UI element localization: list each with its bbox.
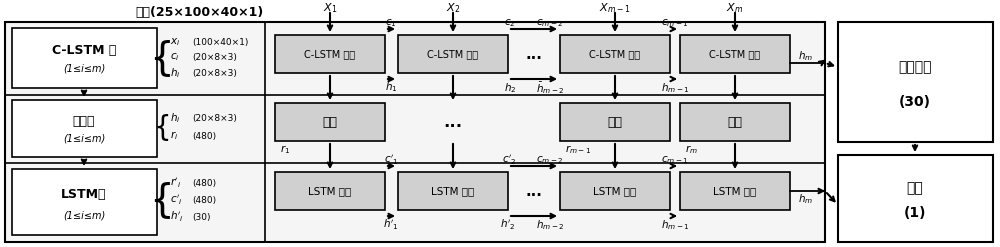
Text: 重构: 重构	[608, 116, 622, 128]
Text: $c_{m-2}$: $c_{m-2}$	[536, 154, 564, 166]
Bar	[680, 172, 790, 210]
Text: (30): (30)	[192, 212, 210, 222]
Text: $X_2$: $X_2$	[446, 1, 460, 15]
Text: $c_{m-2}$: $c_{m-2}$	[536, 17, 564, 29]
Bar	[5, 22, 825, 242]
Bar	[560, 103, 670, 141]
Bar	[398, 35, 508, 73]
Text: $h_{m-1}$: $h_{m-1}$	[661, 81, 689, 95]
Text: {: {	[150, 181, 174, 219]
Text: $h_2$: $h_2$	[504, 81, 516, 95]
Text: (480): (480)	[192, 131, 216, 141]
Text: 输入(25×100×40×1): 输入(25×100×40×1)	[136, 6, 264, 20]
Text: $h_i$: $h_i$	[170, 66, 181, 80]
Bar	[680, 103, 790, 141]
Text: $r'_i$: $r'_i$	[170, 176, 181, 190]
Text: $c'_1$: $c'_1$	[384, 153, 398, 167]
Text: $r_{m-1}$: $r_{m-1}$	[565, 144, 591, 156]
Text: LSTM层: LSTM层	[61, 187, 107, 201]
Text: LSTM 细胞: LSTM 细胞	[593, 186, 637, 196]
Text: $\bar{h}_{m-2}$: $\bar{h}_{m-2}$	[536, 80, 565, 96]
Text: $c_i$: $c_i$	[170, 51, 180, 63]
Bar	[275, 172, 385, 210]
Text: $h'_i$: $h'_i$	[170, 210, 184, 224]
Text: (1≤i≤m): (1≤i≤m)	[63, 210, 105, 220]
Text: $h_{m-1}$: $h_{m-1}$	[661, 218, 689, 232]
Text: $c_2$: $c_2$	[504, 17, 516, 29]
Bar	[838, 22, 993, 142]
Text: $c_{m-1}$: $c_{m-1}$	[661, 17, 689, 29]
Text: ...: ...	[443, 113, 463, 131]
Text: C-LSTM 细胞: C-LSTM 细胞	[589, 49, 641, 59]
Text: C-LSTM 层: C-LSTM 层	[52, 43, 116, 57]
Text: $c_1$: $c_1$	[385, 17, 397, 29]
Text: 全连接层: 全连接层	[898, 60, 932, 74]
Text: $h'_2$: $h'_2$	[500, 218, 516, 232]
Bar	[12, 169, 157, 235]
Text: C-LSTM 细胞: C-LSTM 细胞	[709, 49, 761, 59]
Text: $X_1$: $X_1$	[323, 1, 337, 15]
Text: 重构层: 重构层	[73, 115, 95, 127]
Text: 输出: 输出	[907, 181, 923, 195]
Text: C-LSTM 细胞: C-LSTM 细胞	[304, 49, 356, 59]
Text: LSTM 细胞: LSTM 细胞	[431, 186, 475, 196]
Bar	[398, 172, 508, 210]
Text: $h_m$: $h_m$	[798, 192, 813, 206]
Text: {: {	[153, 114, 171, 142]
Text: LSTM 细胞: LSTM 细胞	[308, 186, 352, 196]
Bar	[12, 28, 157, 88]
Text: $h'_1$: $h'_1$	[383, 218, 399, 232]
Text: (100×40×1): (100×40×1)	[192, 38, 248, 46]
Text: $h_{m-2}$: $h_{m-2}$	[536, 218, 564, 232]
Text: $h_i$: $h_i$	[170, 111, 181, 125]
Text: (30): (30)	[899, 95, 931, 109]
Bar	[275, 35, 385, 73]
Text: $r_1$: $r_1$	[280, 144, 290, 156]
Text: $h_1$: $h_1$	[385, 80, 397, 94]
Text: $x_i$: $x_i$	[170, 36, 180, 48]
Text: C-LSTM 细胞: C-LSTM 细胞	[427, 49, 479, 59]
Bar	[275, 103, 385, 141]
Text: ...: ...	[526, 46, 542, 62]
Text: $c_{m-1}$: $c_{m-1}$	[661, 154, 689, 166]
Text: (20×8×3): (20×8×3)	[192, 114, 237, 123]
Text: ...: ...	[526, 184, 542, 199]
Text: (20×8×3): (20×8×3)	[192, 53, 237, 62]
Text: $X_m$: $X_m$	[726, 1, 744, 15]
Text: $c'_2$: $c'_2$	[502, 153, 516, 167]
Bar	[838, 155, 993, 242]
Text: (1≤i≤m): (1≤i≤m)	[63, 133, 105, 143]
Text: $h_m$: $h_m$	[798, 49, 813, 63]
Text: $r_i$: $r_i$	[170, 130, 178, 143]
Text: LSTM 细胞: LSTM 细胞	[713, 186, 757, 196]
Text: $c'_i$: $c'_i$	[170, 193, 183, 207]
Bar	[560, 35, 670, 73]
Text: 重构: 重构	[322, 116, 338, 128]
Text: (480): (480)	[192, 195, 216, 205]
Bar	[560, 172, 670, 210]
Text: (1≤i≤m): (1≤i≤m)	[63, 63, 105, 73]
Text: $X_{m-1}$: $X_{m-1}$	[599, 1, 631, 15]
Text: (480): (480)	[192, 179, 216, 187]
Text: 重构: 重构	[728, 116, 742, 128]
Text: $r_m$: $r_m$	[685, 144, 698, 156]
Text: (1): (1)	[904, 206, 926, 220]
Bar	[680, 35, 790, 73]
Text: (20×8×3): (20×8×3)	[192, 68, 237, 78]
Bar	[12, 100, 157, 157]
Text: {: {	[150, 39, 174, 77]
